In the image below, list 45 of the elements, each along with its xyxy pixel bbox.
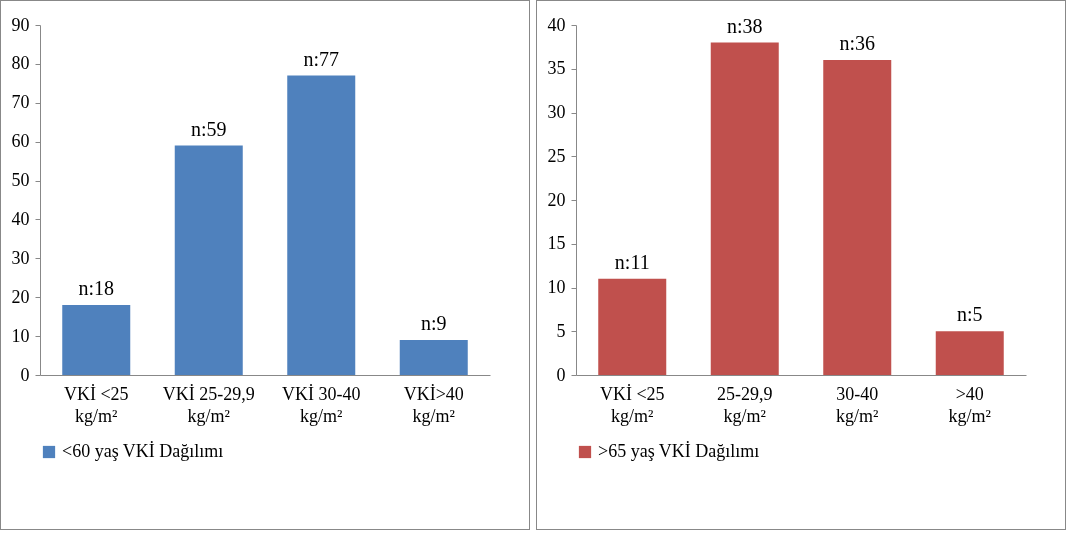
x-tick-label: VKİ <25 kg/m²: [63, 383, 129, 426]
y-tick-label: 90: [11, 14, 30, 35]
x-tick-label: VKİ 30-40 kg/m²: [282, 383, 361, 426]
y-tick-label: 20: [547, 189, 566, 210]
data-label: n:18: [78, 277, 115, 299]
y-tick-label: 40: [547, 14, 566, 35]
data-label: n:36: [839, 32, 876, 54]
y-tick-label: 40: [11, 208, 30, 229]
data-label: n:59: [190, 117, 227, 140]
legend-label: >65 yaş VKİ Dağılımı: [598, 441, 760, 461]
y-tick-label: 15: [547, 233, 566, 254]
y-tick-label: 60: [11, 131, 30, 152]
data-label: n:11: [614, 250, 650, 273]
y-tick-label: 0: [20, 364, 30, 385]
data-label: n:38: [726, 14, 763, 37]
x-tick-label: VKİ 25-29,9 kg/m²: [162, 383, 255, 426]
y-tick-label: 10: [547, 277, 566, 297]
x-tick-label: 25-29,9 kg/m²: [717, 383, 773, 426]
bar: [399, 340, 468, 375]
x-tick-label: 30-40 kg/m²: [836, 383, 879, 426]
legend-label: <60 yaş VKİ Dağılımı: [62, 441, 224, 461]
y-tick-label: 30: [547, 102, 566, 122]
data-label: n:9: [420, 312, 447, 334]
y-tick-label: 50: [11, 170, 30, 191]
bar: [287, 75, 356, 375]
y-tick-label: 25: [547, 145, 566, 166]
x-tick-label: VKİ>40 kg/m²: [403, 383, 464, 426]
y-tick-label: 20: [11, 286, 30, 307]
x-tick-label: >40 kg/m²: [948, 383, 991, 426]
bar: [710, 42, 779, 375]
bar: [62, 305, 131, 375]
bar: [935, 331, 1004, 375]
y-tick-label: 0: [556, 364, 566, 385]
y-tick-label: 70: [11, 92, 30, 113]
bar: [598, 278, 667, 375]
data-label: n:77: [303, 47, 340, 70]
y-tick-label: 10: [11, 325, 30, 346]
y-tick-label: 5: [556, 320, 566, 341]
x-tick-label: VKİ <25 kg/m²: [599, 383, 665, 426]
y-tick-label: 30: [11, 247, 30, 268]
data-label: n:5: [956, 303, 983, 326]
bar: [823, 60, 892, 375]
y-tick-label: 35: [547, 58, 566, 79]
bar: [174, 145, 243, 375]
y-tick-label: 80: [11, 53, 30, 74]
